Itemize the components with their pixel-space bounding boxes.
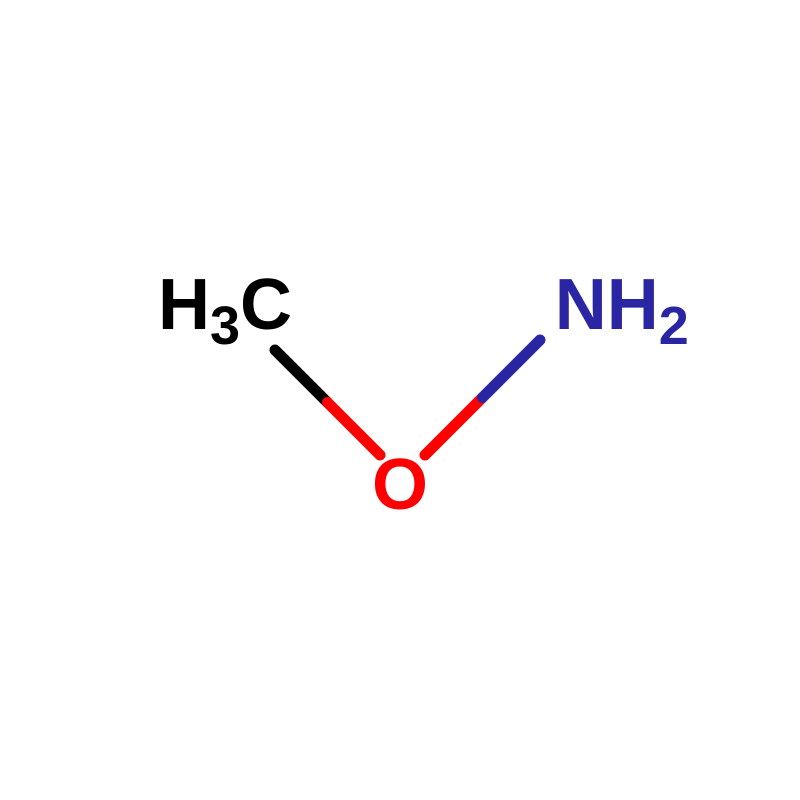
bond-o-n-oxygen-half: [425, 398, 483, 456]
methyl-subscript-3: 3: [210, 296, 240, 356]
methyl-c: C: [240, 265, 292, 345]
methyl-h: H: [158, 265, 210, 345]
amine-subscript-2: 2: [659, 296, 689, 356]
oxygen-label: O: [372, 445, 428, 525]
molecule-diagram: H3C O NH2: [0, 0, 800, 800]
bond-o-n-nitrogen-half: [483, 340, 541, 398]
methyl-label: H3C: [158, 265, 292, 356]
bond-c-o-carbon-half: [275, 350, 328, 403]
amine-n: N: [555, 265, 607, 345]
amine-label: NH2: [555, 265, 689, 356]
amine-h: H: [607, 265, 659, 345]
